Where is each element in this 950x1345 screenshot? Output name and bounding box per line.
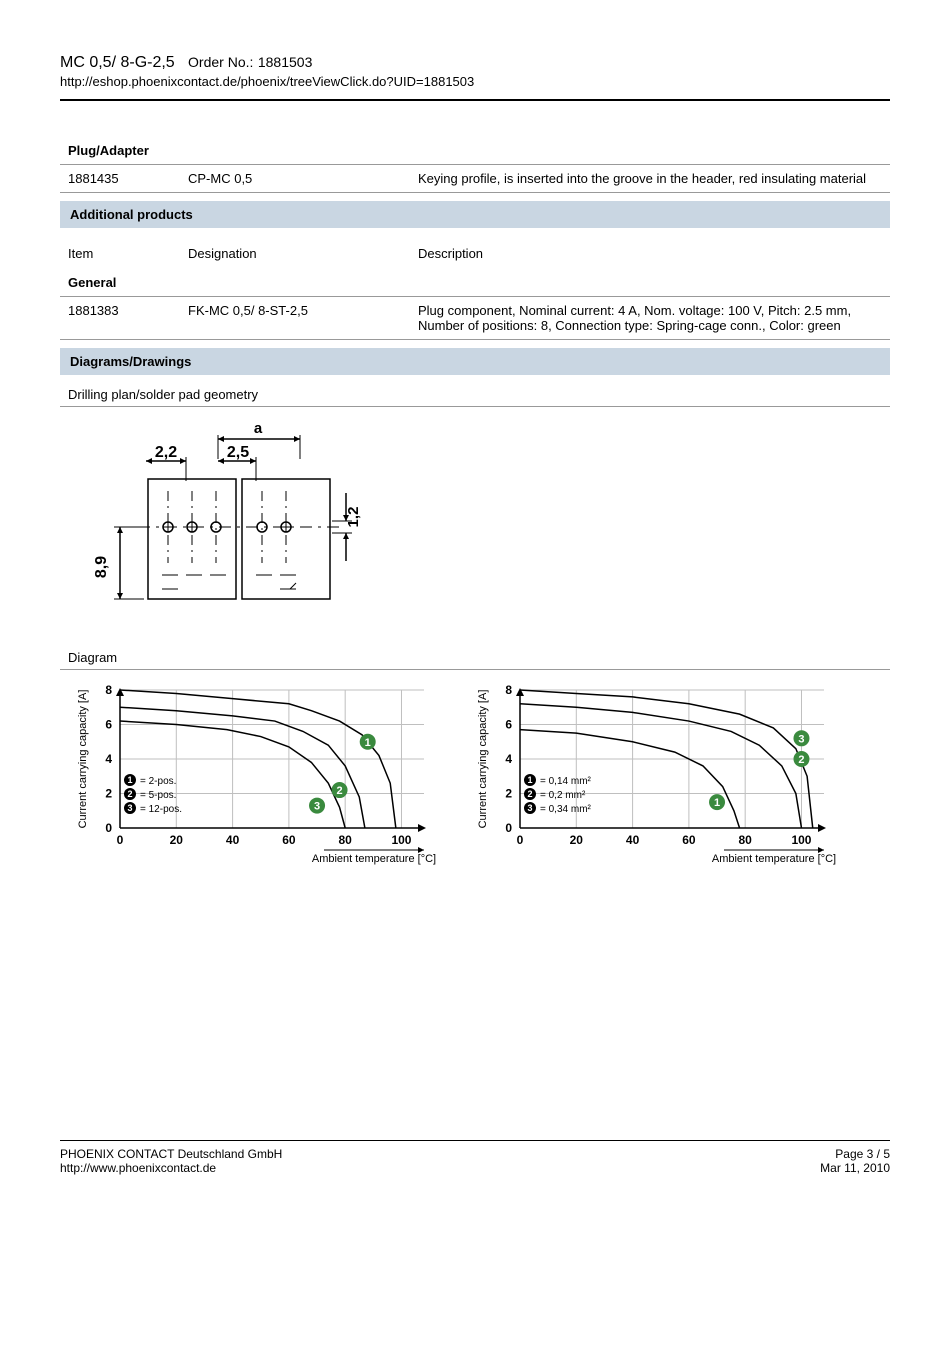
svg-text:20: 20 bbox=[170, 833, 184, 847]
svg-text:2: 2 bbox=[505, 787, 512, 801]
cell-item: 1881383 bbox=[60, 297, 180, 339]
svg-text:a: a bbox=[254, 420, 263, 437]
cell-designation: FK-MC 0,5/ 8-ST-2,5 bbox=[180, 297, 410, 339]
svg-text:60: 60 bbox=[682, 833, 696, 847]
svg-text:80: 80 bbox=[339, 833, 353, 847]
svg-text:= 5-pos.: = 5-pos. bbox=[140, 790, 176, 801]
svg-text:Current carrying capacity [A]: Current carrying capacity [A] bbox=[477, 690, 489, 829]
page-title: MC 0,5/ 8-G-2,5 Order No.: 1881503 bbox=[60, 54, 890, 72]
svg-text:1: 1 bbox=[714, 797, 720, 809]
svg-text:= 0,2 mm²: = 0,2 mm² bbox=[540, 790, 586, 801]
svg-text:2,2: 2,2 bbox=[155, 444, 177, 461]
product-name: MC 0,5/ 8-G-2,5 bbox=[60, 54, 175, 71]
table-header-row: Item Designation Description bbox=[60, 240, 890, 267]
derating-chart-crosssection: 02468020406080100Current carrying capaci… bbox=[468, 680, 838, 870]
svg-text:Current carrying capacity [A]: Current carrying capacity [A] bbox=[77, 690, 89, 829]
drilling-diagram: a 2,2 2,5 bbox=[68, 417, 388, 627]
svg-text:100: 100 bbox=[391, 833, 411, 847]
svg-text:1: 1 bbox=[527, 775, 532, 785]
svg-text:80: 80 bbox=[739, 833, 753, 847]
svg-text:3: 3 bbox=[127, 803, 132, 813]
svg-text:100: 100 bbox=[791, 833, 811, 847]
footer-site: http://www.phoenixcontact.de bbox=[60, 1161, 282, 1175]
svg-text:2: 2 bbox=[105, 787, 112, 801]
svg-text:1: 1 bbox=[127, 775, 132, 785]
col-designation: Designation bbox=[180, 240, 410, 267]
svg-text:2: 2 bbox=[527, 789, 532, 799]
general-table: 1881383 FK-MC 0,5/ 8-ST-2,5 Plug compone… bbox=[60, 297, 890, 339]
header-rule bbox=[60, 99, 890, 101]
additional-header-table: Item Designation Description bbox=[60, 228, 890, 267]
table-row: 1881435 CP-MC 0,5 Keying profile, is ins… bbox=[60, 165, 890, 192]
order-label: Order No.: bbox=[188, 54, 253, 70]
svg-text:40: 40 bbox=[626, 833, 640, 847]
plug-adapter-heading: Plug/Adapter bbox=[60, 137, 890, 164]
cell-item: 1881435 bbox=[60, 165, 180, 192]
svg-text:6: 6 bbox=[505, 718, 512, 732]
svg-text:Ambient temperature [°C]: Ambient temperature [°C] bbox=[312, 853, 436, 865]
svg-text:= 0,34 mm²: = 0,34 mm² bbox=[540, 804, 592, 815]
footer-date: Mar 11, 2010 bbox=[820, 1161, 890, 1175]
cell-description: Keying profile, is inserted into the gro… bbox=[410, 165, 890, 192]
svg-text:2: 2 bbox=[127, 789, 132, 799]
svg-text:1: 1 bbox=[365, 737, 371, 749]
cell-designation: CP-MC 0,5 bbox=[180, 165, 410, 192]
svg-text:20: 20 bbox=[570, 833, 584, 847]
svg-text:8: 8 bbox=[505, 683, 512, 697]
general-heading: General bbox=[60, 267, 890, 296]
svg-text:Ambient temperature [°C]: Ambient temperature [°C] bbox=[712, 853, 836, 865]
svg-text:2: 2 bbox=[798, 754, 804, 766]
col-item: Item bbox=[60, 240, 180, 267]
svg-text:0: 0 bbox=[517, 833, 524, 847]
svg-text:6: 6 bbox=[105, 718, 112, 732]
svg-text:8: 8 bbox=[105, 683, 112, 697]
additional-products-bar: Additional products bbox=[60, 201, 890, 228]
footer-rule bbox=[60, 1140, 890, 1141]
cell-description: Plug component, Nominal current: 4 A, No… bbox=[410, 297, 890, 339]
plug-adapter-table: 1881435 CP-MC 0,5 Keying profile, is ins… bbox=[60, 165, 890, 192]
footer-page: Page 3 / 5 bbox=[820, 1147, 890, 1161]
col-description: Description bbox=[410, 240, 890, 267]
svg-text:0: 0 bbox=[117, 833, 124, 847]
svg-text:3: 3 bbox=[314, 801, 320, 813]
drilling-label: Drilling plan/solder pad geometry bbox=[60, 387, 890, 402]
svg-text:0: 0 bbox=[505, 821, 512, 835]
svg-text:3: 3 bbox=[798, 733, 804, 745]
svg-text:8,9: 8,9 bbox=[93, 556, 110, 578]
svg-text:4: 4 bbox=[105, 752, 112, 766]
svg-text:2: 2 bbox=[336, 785, 342, 797]
table-row: 1881383 FK-MC 0,5/ 8-ST-2,5 Plug compone… bbox=[60, 297, 890, 339]
svg-text:4: 4 bbox=[505, 752, 512, 766]
order-number: 1881503 bbox=[258, 54, 313, 70]
svg-text:3: 3 bbox=[527, 803, 532, 813]
svg-text:60: 60 bbox=[282, 833, 296, 847]
derating-chart-positions: 02468020406080100Current carrying capaci… bbox=[68, 680, 438, 870]
svg-text:= 2-pos.: = 2-pos. bbox=[140, 776, 176, 787]
svg-text:2,5: 2,5 bbox=[227, 444, 249, 461]
diagram-label: Diagram bbox=[60, 650, 890, 665]
diagrams-bar: Diagrams/Drawings bbox=[60, 348, 890, 375]
svg-text:40: 40 bbox=[226, 833, 240, 847]
svg-text:= 12-pos.: = 12-pos. bbox=[140, 804, 182, 815]
footer-company: PHOENIX CONTACT Deutschland GmbH bbox=[60, 1147, 282, 1161]
svg-text:0: 0 bbox=[105, 821, 112, 835]
header-url: http://eshop.phoenixcontact.de/phoenix/t… bbox=[60, 74, 890, 89]
svg-text:= 0,14 mm²: = 0,14 mm² bbox=[540, 776, 592, 787]
